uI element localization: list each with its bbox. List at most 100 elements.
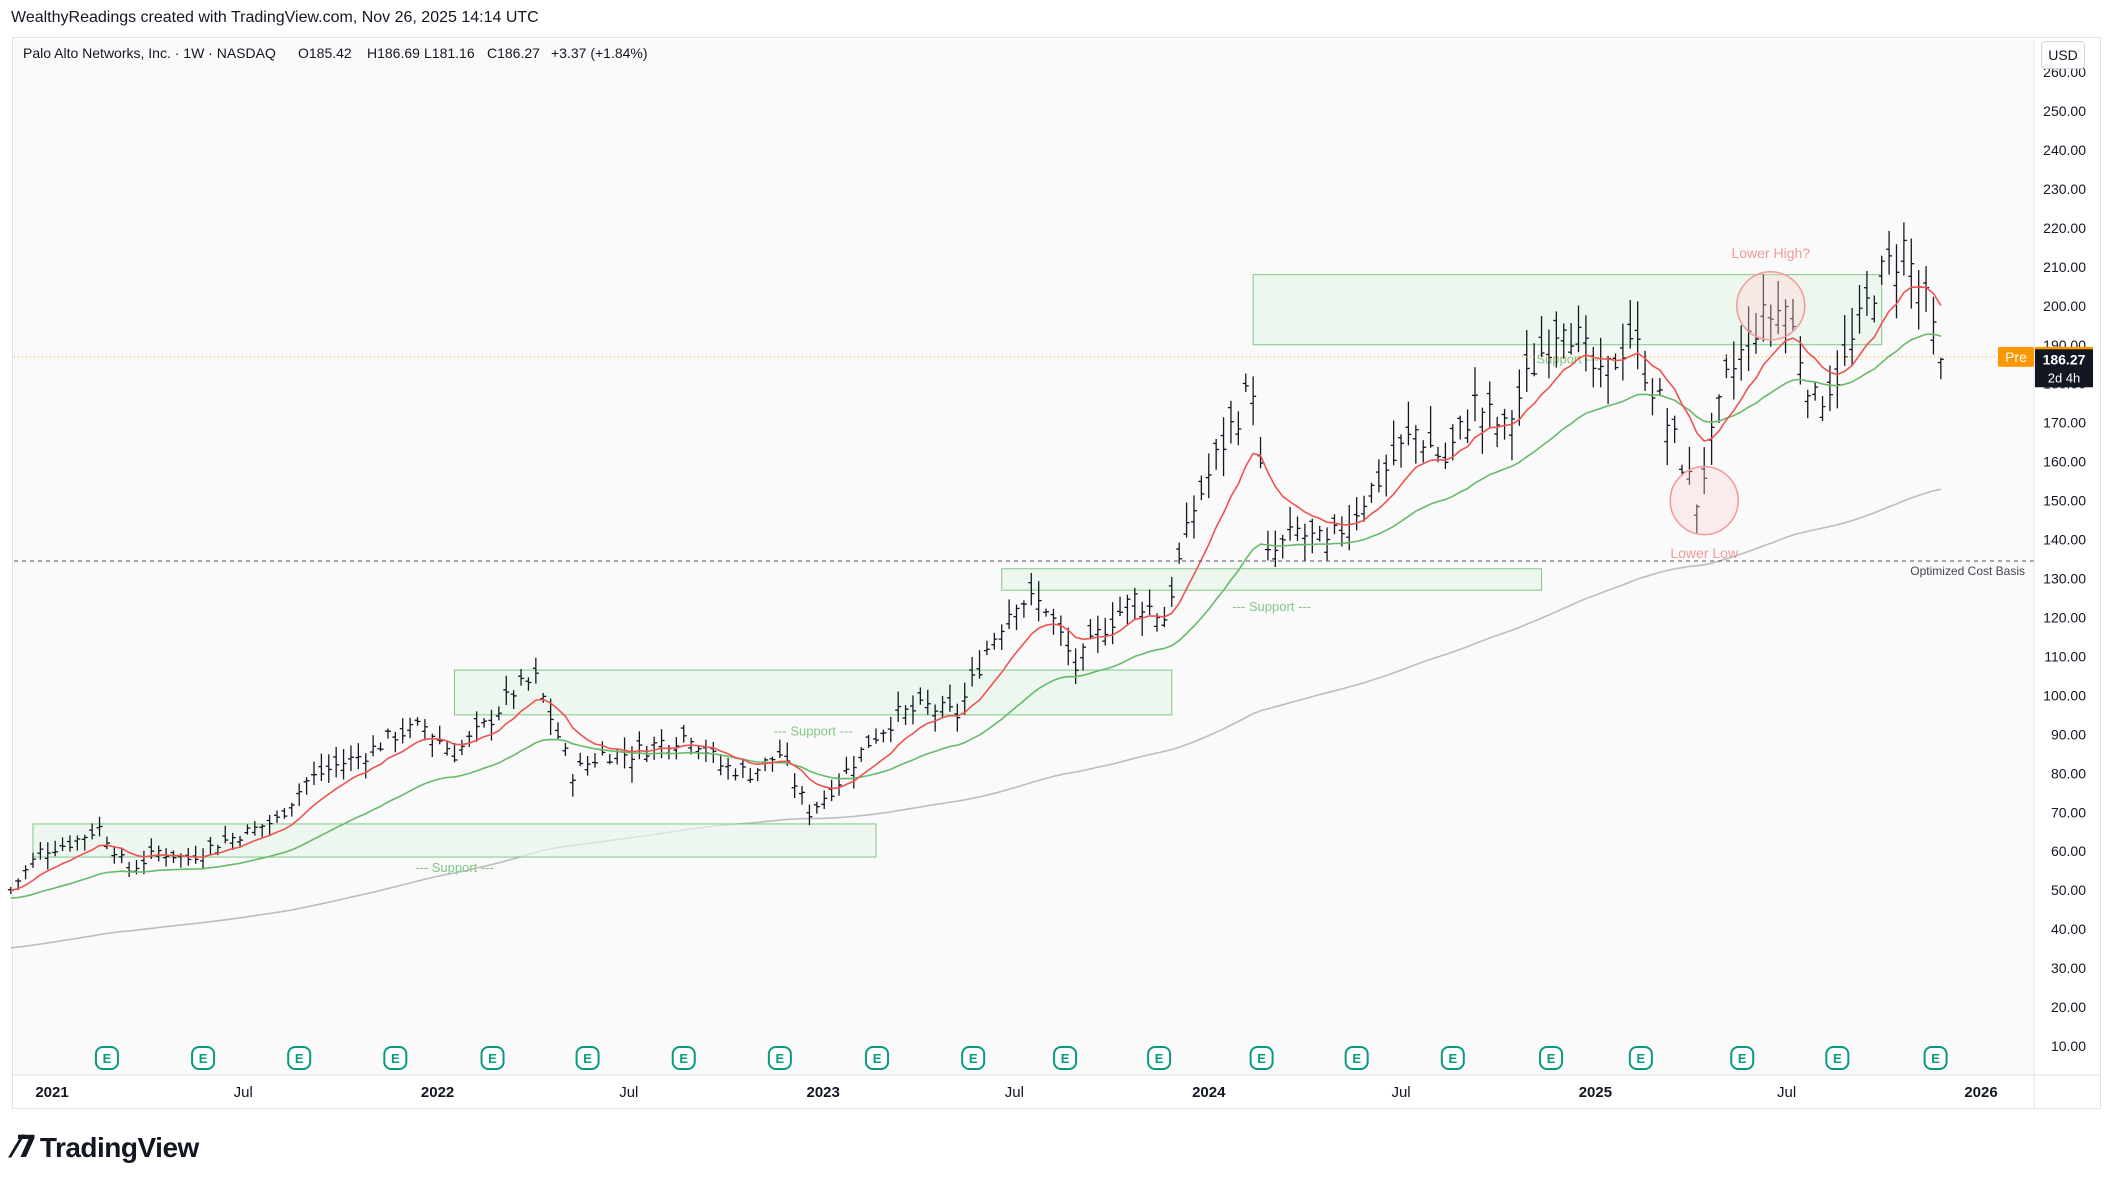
ohlc-bar bbox=[384, 728, 391, 739]
earnings-marker[interactable]: E bbox=[1730, 1046, 1755, 1070]
ohlc-bar bbox=[1405, 401, 1412, 446]
earnings-marker[interactable]: E bbox=[1440, 1046, 1465, 1070]
ohlc-bar bbox=[946, 684, 953, 712]
support-label: --- Support --- bbox=[774, 723, 853, 738]
ohlc-bar bbox=[518, 668, 525, 686]
earnings-marker[interactable]: E bbox=[865, 1046, 890, 1070]
earnings-letter: E bbox=[1738, 1051, 1747, 1066]
earnings-letter: E bbox=[295, 1051, 304, 1066]
ohlc-bar bbox=[976, 650, 983, 679]
earnings-marker[interactable]: E bbox=[94, 1046, 119, 1070]
earnings-letter: E bbox=[776, 1051, 785, 1066]
earnings-letter: E bbox=[873, 1051, 882, 1066]
ohlc-bar bbox=[37, 842, 44, 860]
ohlc-bar bbox=[1013, 604, 1020, 631]
ohlc-bar bbox=[103, 836, 110, 850]
ohlc-bar bbox=[983, 640, 990, 656]
ohlc-bar bbox=[1301, 523, 1308, 562]
earnings-marker[interactable]: E bbox=[1344, 1046, 1369, 1070]
last-price-bg bbox=[2035, 349, 2093, 388]
y-tick-label: 90.00 bbox=[2051, 726, 2086, 742]
chart-legend: Palo Alto Networks, Inc. · 1W · NASDAQ O… bbox=[23, 45, 648, 61]
ohlc-bar bbox=[732, 768, 739, 781]
ohlc-bar bbox=[74, 835, 81, 851]
ohlc-bar bbox=[1427, 406, 1434, 448]
ohlc-bar bbox=[1235, 411, 1242, 446]
tradingview-logo[interactable]: ⁄7 TradingView bbox=[14, 1130, 199, 1165]
ohlc-bar bbox=[481, 717, 488, 728]
ohlc-bar bbox=[392, 731, 399, 753]
earnings-marker[interactable]: E bbox=[287, 1046, 312, 1070]
earnings-icon bbox=[671, 1046, 696, 1070]
earnings-icon bbox=[287, 1046, 312, 1070]
ohlc-bar bbox=[1006, 599, 1013, 630]
ohlc-bar bbox=[858, 747, 865, 762]
support-zone[interactable] bbox=[1001, 568, 1543, 591]
earnings-marker[interactable]: E bbox=[1923, 1046, 1948, 1070]
ohlc-bar bbox=[1250, 376, 1257, 426]
earnings-marker[interactable]: E bbox=[191, 1046, 216, 1070]
ohlc-bar bbox=[1664, 407, 1671, 466]
support-zone[interactable] bbox=[32, 823, 877, 858]
ohlc-bar bbox=[111, 846, 118, 864]
ohlc-bar bbox=[850, 755, 857, 789]
earnings-marker[interactable]: E bbox=[1628, 1046, 1653, 1070]
ohlc-bar bbox=[1220, 417, 1227, 477]
last-price-badge[interactable]: 186.27 2d 4h bbox=[2035, 349, 2093, 388]
ohlc-bar bbox=[591, 753, 598, 768]
earnings-marker[interactable]: E bbox=[480, 1046, 505, 1070]
pre-badge-label-bg bbox=[1998, 346, 2034, 367]
ohlc-bar bbox=[222, 825, 229, 844]
ohlc-bar bbox=[1287, 507, 1294, 541]
ohlc-bar bbox=[495, 706, 502, 721]
ohlc-bar bbox=[1523, 330, 1530, 393]
earnings-letter: E bbox=[1257, 1051, 1266, 1066]
earnings-marker[interactable]: E bbox=[1249, 1046, 1274, 1070]
ohlc-bar bbox=[488, 709, 495, 741]
ohlc-bar bbox=[81, 834, 88, 851]
ohlc-bar bbox=[540, 693, 547, 703]
currency-button[interactable]: USD bbox=[2041, 41, 2085, 69]
earnings-letter: E bbox=[103, 1051, 112, 1066]
ohlc-bar bbox=[399, 718, 406, 744]
ohlc-bar bbox=[1368, 482, 1375, 504]
earnings-marker[interactable]: E bbox=[1053, 1046, 1078, 1070]
x-tick-label: Jul bbox=[234, 1084, 253, 1101]
ohlc-bar bbox=[577, 752, 584, 767]
earnings-marker[interactable]: E bbox=[767, 1046, 792, 1070]
earnings-marker[interactable]: E bbox=[961, 1046, 986, 1070]
earnings-marker[interactable]: E bbox=[383, 1046, 408, 1070]
earnings-marker[interactable]: E bbox=[1539, 1046, 1564, 1070]
plot-area[interactable] bbox=[14, 40, 2034, 1075]
ohlc-bar bbox=[1457, 415, 1464, 440]
x-tick-label: Jul bbox=[1005, 1084, 1024, 1101]
support-zone[interactable] bbox=[1252, 274, 1883, 346]
ohlc-bar bbox=[991, 632, 998, 650]
earnings-marker[interactable]: E bbox=[671, 1046, 696, 1070]
ohlc-bar bbox=[429, 733, 436, 758]
earnings-marker[interactable]: E bbox=[1825, 1046, 1850, 1070]
annotations: Optimized Cost Basis Lower High? Lower Low bbox=[14, 245, 2034, 578]
earnings-marker[interactable]: E bbox=[1147, 1046, 1172, 1070]
annotation-circle[interactable] bbox=[1669, 465, 1739, 536]
last-price-value: 186.27 bbox=[2043, 351, 2086, 367]
annotation-circle[interactable] bbox=[1736, 271, 1806, 341]
y-tick-label: 160.00 bbox=[2043, 454, 2086, 470]
ohlc-bar bbox=[532, 657, 539, 684]
ohlc-bar bbox=[1686, 446, 1693, 485]
ohlc-bar bbox=[207, 836, 214, 856]
earnings-icon bbox=[1053, 1046, 1078, 1070]
ohlc-bar bbox=[89, 823, 96, 840]
earnings-marker[interactable]: E bbox=[575, 1046, 600, 1070]
earnings-letter: E bbox=[1637, 1051, 1646, 1066]
earnings-icon bbox=[1825, 1046, 1850, 1070]
support-zone[interactable] bbox=[453, 669, 1173, 716]
ohlc-bar bbox=[1080, 643, 1087, 671]
ohlc-bar bbox=[510, 690, 517, 709]
ohlc-bar bbox=[1316, 525, 1323, 542]
y-tick-label: 50.00 bbox=[2051, 882, 2086, 898]
ohlc-bar bbox=[251, 821, 258, 836]
ohlc-bar bbox=[436, 725, 443, 745]
ohlc-bar bbox=[799, 786, 806, 805]
